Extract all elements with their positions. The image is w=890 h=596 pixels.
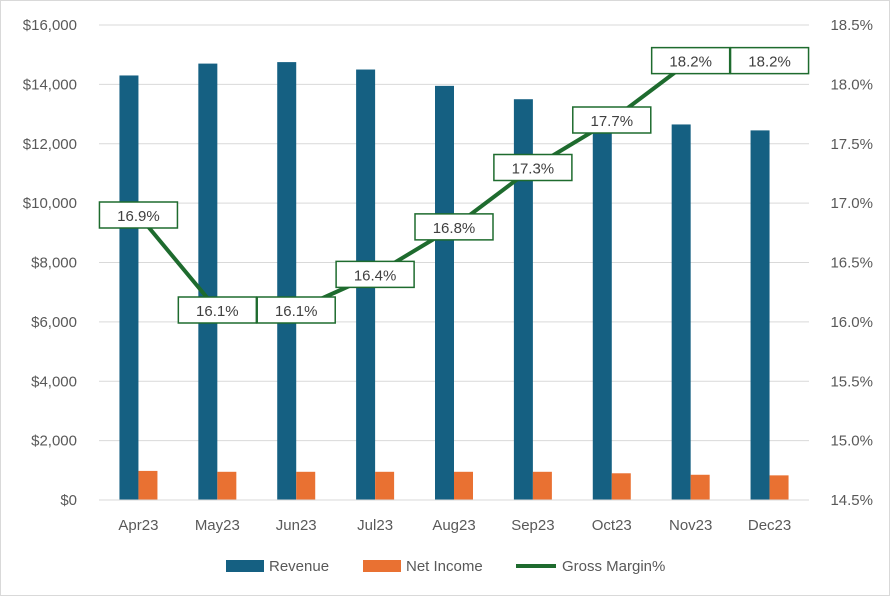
y2-tick-label: 17.0% <box>830 195 873 212</box>
x-tick-label: Nov23 <box>669 517 712 534</box>
bar-revenue <box>277 62 297 500</box>
bar-revenue <box>750 130 770 500</box>
y-tick-label: $12,000 <box>23 136 77 153</box>
data-label-box <box>493 153 573 182</box>
bar-net-income <box>217 471 237 500</box>
bar-revenue <box>198 63 218 500</box>
y2-tick-label: 18.5% <box>830 17 873 34</box>
x-tick-label: Aug23 <box>432 517 475 534</box>
bar-series <box>119 62 789 500</box>
legend-label: Gross Margin% <box>562 558 665 575</box>
legend-swatch-revenue <box>226 560 264 572</box>
data-label: 16.9% <box>117 208 160 225</box>
y-tick-label: $2,000 <box>31 433 77 450</box>
y-tick-label: $16,000 <box>23 17 77 34</box>
data-label: 16.8% <box>433 220 476 237</box>
bar-net-income <box>138 470 158 500</box>
data-label-box <box>335 260 415 289</box>
x-tick-label: Jul23 <box>357 517 393 534</box>
y-tick-label: $14,000 <box>23 76 77 93</box>
bar-revenue <box>671 124 691 500</box>
bar-revenue <box>435 85 454 500</box>
x-tick-label: Apr23 <box>118 517 158 534</box>
data-label: 16.4% <box>354 267 397 284</box>
legend-label: Net Income <box>406 558 483 575</box>
y-axis-left: $0 $2,000 $4,000 $6,000 $8,000 $10,000 $12,000… <box>23 17 77 509</box>
y2-tick-label: 18.0% <box>830 76 873 93</box>
y2-tick-label: 16.0% <box>830 314 873 331</box>
y-tick-label: $0 <box>60 492 77 509</box>
legend-label: Revenue <box>269 558 329 575</box>
data-labels: 16.9% 16.1% 16.1% 16.4% 16.8% 17.3% 17.7% 18.2%… <box>98 46 810 324</box>
bar-net-income <box>611 473 631 500</box>
bar-net-income <box>690 474 710 500</box>
data-label-box <box>729 46 810 75</box>
data-label: 16.1% <box>275 303 318 320</box>
x-tick-label: Oct23 <box>592 517 632 534</box>
data-label: 18.2% <box>669 54 712 71</box>
bar-net-income <box>769 475 789 500</box>
bar-revenue <box>119 75 139 500</box>
y-axis-right: 14.5% 15.0% 15.5% 16.0% 16.5% 17.0% 17.5% 18.0%… <box>830 17 873 509</box>
data-label: 18.2% <box>748 54 791 71</box>
y2-tick-label: 14.5% <box>830 492 873 509</box>
x-tick-label: May23 <box>195 517 240 534</box>
data-label-box <box>177 296 258 324</box>
y-tick-label: $6,000 <box>31 314 77 331</box>
data-label: 16.1% <box>196 303 239 320</box>
bar-net-income <box>454 471 473 500</box>
x-tick-label: Sep23 <box>511 517 554 534</box>
y2-tick-label: 16.5% <box>830 255 873 272</box>
legend-swatch-net-income <box>363 560 401 572</box>
data-label-box <box>414 213 494 241</box>
bar-revenue <box>592 122 612 500</box>
x-tick-label: Dec23 <box>748 517 791 534</box>
bar-net-income <box>296 471 316 500</box>
bar-revenue <box>513 99 533 500</box>
data-label: 17.7% <box>591 113 634 130</box>
y2-tick-label: 15.5% <box>830 373 873 390</box>
bar-net-income <box>532 471 552 500</box>
legend: Revenue Net Income Gross Margin% <box>226 558 665 575</box>
y-tick-label: $10,000 <box>23 195 77 212</box>
y2-tick-label: 17.5% <box>830 136 873 153</box>
y2-tick-label: 15.0% <box>830 433 873 450</box>
data-label-box <box>256 296 336 324</box>
data-label-box <box>572 106 652 134</box>
data-label-box <box>98 201 179 229</box>
data-label: 17.3% <box>512 161 555 178</box>
x-tick-label: Jun23 <box>276 517 317 534</box>
y-tick-label: $8,000 <box>31 255 77 272</box>
x-axis: Apr23 May23 Jun23 Jul23 Aug23 Sep23 Oct23 Nov23… <box>99 499 809 534</box>
y-tick-label: $4,000 <box>31 373 77 390</box>
bar-net-income <box>375 471 395 500</box>
data-label-box <box>650 46 731 75</box>
